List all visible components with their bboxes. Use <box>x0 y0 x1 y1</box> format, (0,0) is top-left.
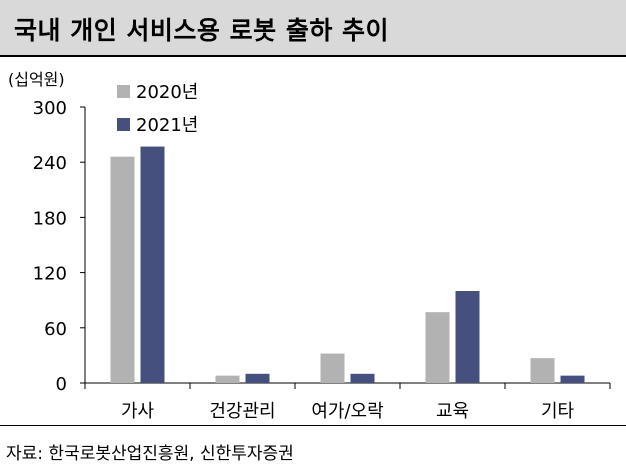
bar-series-1 <box>425 312 450 383</box>
legend: 2020년 2021년 <box>117 82 198 136</box>
bar-series-2 <box>245 373 270 383</box>
x-tick-label: 가사 <box>121 401 155 422</box>
bar-series-2 <box>350 373 375 383</box>
bar-chart: (십억원) 0 60 120 180 240 300 가사 건강관리 여가/오락 교육 기타 20… <box>8 70 611 422</box>
y-axis: 0 60 120 180 240 300 <box>33 98 86 395</box>
y-tick-label: 180 <box>33 208 67 229</box>
bar-series-1 <box>215 375 240 383</box>
legend-swatch <box>117 118 130 131</box>
bar-series-1 <box>320 353 345 383</box>
x-tick-label: 기타 <box>541 401 575 422</box>
title-bar: 국내 개인 서비스용 로봇 출하 추이 <box>0 0 626 57</box>
y-axis-unit-label: (십억원) <box>8 70 65 89</box>
legend-swatch <box>117 85 130 98</box>
x-axis: 가사 건강관리 여가/오락 교육 기타 <box>84 382 611 422</box>
y-tick-label: 60 <box>44 319 67 340</box>
y-tick-label: 240 <box>33 153 67 174</box>
x-tick-label: 건강관리 <box>209 401 275 422</box>
x-tick-label: 교육 <box>436 401 469 422</box>
source-text: 자료: 한국로봇산업진흥원, 신한투자증권 <box>6 444 294 464</box>
x-tick-label: 여가/오락 <box>311 401 383 422</box>
bar-series-2 <box>455 291 480 383</box>
y-tick-label: 120 <box>33 264 67 285</box>
bars <box>110 146 585 383</box>
bar-series-2 <box>560 375 585 383</box>
legend-label: 2020년 <box>136 82 198 103</box>
y-tick-label: 0 <box>56 374 67 395</box>
bar-series-2 <box>140 146 165 383</box>
page-title: 국내 개인 서비스용 로봇 출하 추이 <box>14 16 390 45</box>
bar-series-1 <box>110 156 135 383</box>
source-note: 자료: 한국로봇산업진흥원, 신한투자증권 <box>0 425 626 469</box>
y-tick-label: 300 <box>33 98 67 119</box>
bar-series-1 <box>530 358 555 383</box>
legend-label: 2021년 <box>136 115 198 136</box>
